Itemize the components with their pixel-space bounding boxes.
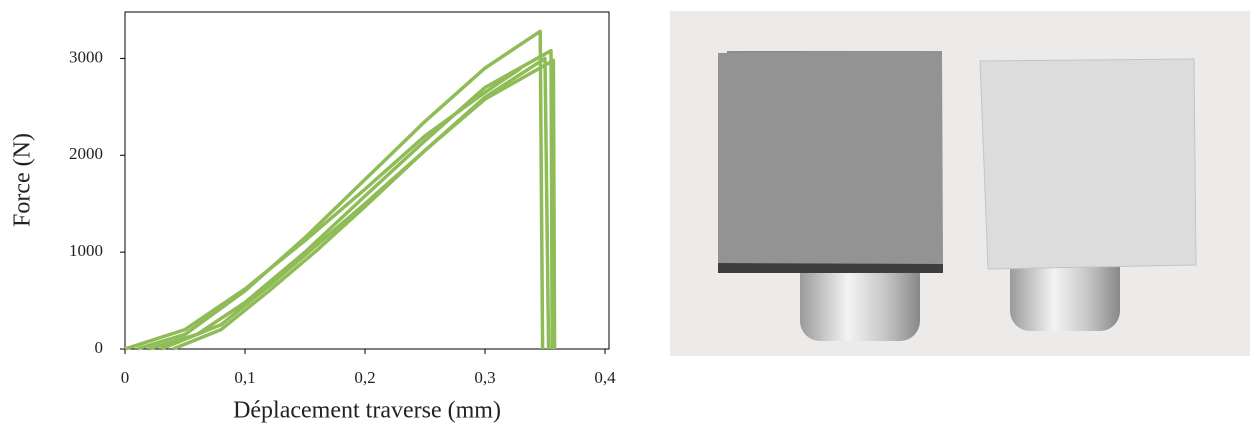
x-axis-title: Déplacement traverse (mm) xyxy=(233,398,501,424)
force-curve xyxy=(172,58,557,351)
y-tick-label: 2000 xyxy=(69,144,103,163)
x-tick-label: 0,1 xyxy=(234,368,255,387)
force-curve xyxy=(160,56,551,351)
y-tick-label: 0 xyxy=(95,338,104,357)
y-axis-title: Force (N) xyxy=(10,133,36,227)
gray-plate-edge xyxy=(718,261,943,273)
photo xyxy=(670,11,1250,356)
force-curve xyxy=(136,29,545,351)
x-tick-label: 0,4 xyxy=(594,368,616,387)
gray-plate-top xyxy=(718,51,943,264)
white-plate xyxy=(979,58,1197,270)
plot-frame xyxy=(124,11,610,350)
force-curve xyxy=(148,48,554,351)
chart: Déplacement traverse (mm) Force (N) 0 100… xyxy=(10,11,616,424)
x-tick-label: 0 xyxy=(121,368,130,387)
x-tick-label: 0,3 xyxy=(474,368,495,387)
y-tick-label: 3000 xyxy=(69,47,103,66)
x-tick-label: 0,2 xyxy=(354,368,375,387)
force-curve xyxy=(124,66,522,351)
y-tick-label: 1000 xyxy=(69,241,103,260)
